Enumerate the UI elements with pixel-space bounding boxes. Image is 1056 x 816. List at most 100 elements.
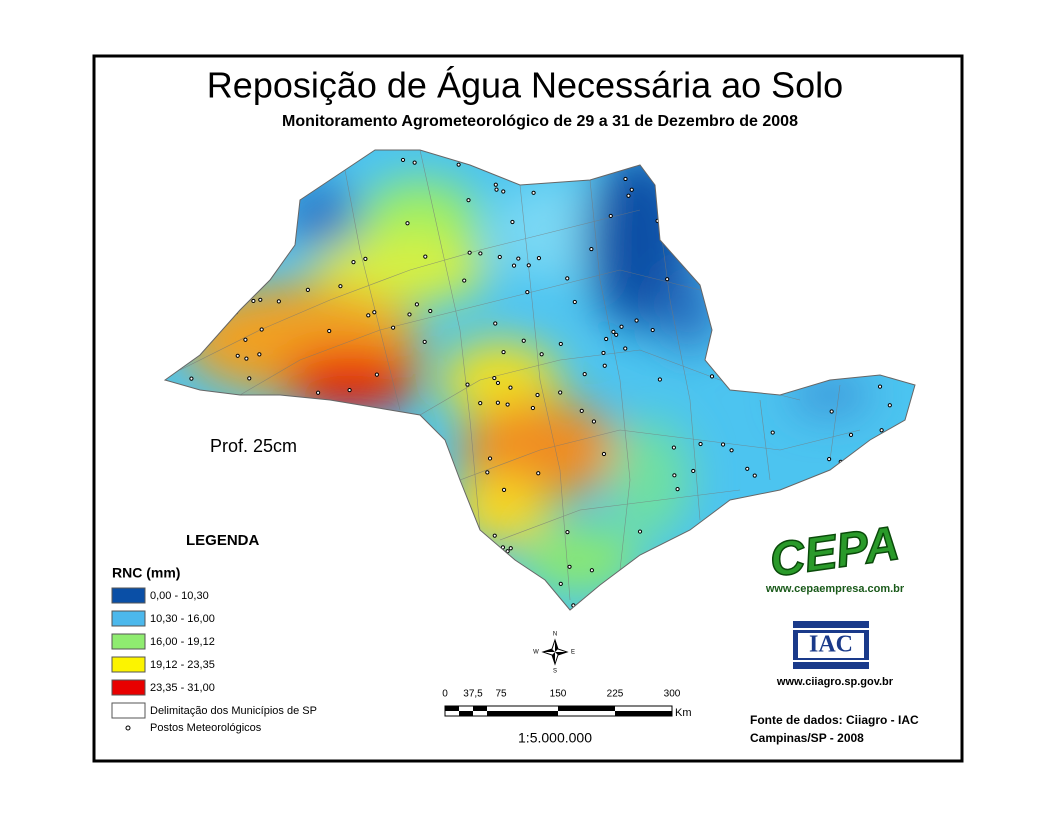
station-dot: [671, 445, 676, 450]
station-dot: [422, 339, 427, 344]
station-dot: [478, 251, 483, 256]
station-dot: [608, 213, 613, 219]
station-dot: [257, 352, 262, 357]
station-dot: [565, 530, 570, 535]
scale-unit: Km: [675, 707, 692, 719]
station-dot: [508, 546, 513, 551]
legend-swatch: [111, 702, 146, 719]
station-dot: [601, 451, 607, 457]
station-dot: [478, 401, 483, 406]
station-dot: [829, 409, 834, 414]
legend-swatch: [111, 679, 146, 696]
legend-label: Postos Meteorológicos: [150, 722, 262, 734]
station-dot: [466, 198, 471, 203]
station-dot: [366, 313, 371, 318]
scale-tick-label: 75: [495, 689, 507, 700]
legend-label: 19,12 - 23,35: [150, 659, 215, 671]
scale-tick-label: 150: [550, 689, 567, 700]
station-dot: [589, 246, 594, 252]
legend-title: LEGENDA: [186, 532, 260, 549]
station-dot: [525, 289, 530, 295]
station-dot: [244, 356, 249, 361]
station-dot: [589, 568, 594, 573]
station-dot: [505, 549, 510, 554]
station-dot: [259, 327, 264, 332]
station-dot: [374, 372, 379, 377]
station-dot: [572, 299, 577, 305]
station-dot: [698, 441, 703, 447]
station-dot: [634, 318, 639, 323]
station-dot: [493, 321, 498, 326]
station-dot: [752, 473, 757, 478]
station-dot: [315, 390, 321, 395]
station-dot: [675, 487, 680, 492]
compass: N S E W: [533, 632, 575, 675]
station-dot: [877, 384, 883, 389]
station-dot: [428, 308, 433, 314]
station-dot: [305, 287, 310, 292]
station-dot: [614, 332, 619, 337]
station-dot: [189, 376, 194, 381]
station-dot: [276, 299, 281, 304]
station-dot: [235, 353, 240, 358]
compass-w: W: [533, 650, 539, 656]
legend: 0,00 - 10,30 10,30 - 16,00 16,00 - 19,12 19…: [111, 587, 317, 734]
station-dot: [535, 392, 540, 398]
legend-label: 10,30 - 16,00: [150, 613, 215, 625]
station-dot: [327, 328, 332, 334]
station-dot: [565, 276, 570, 281]
station-dot: [500, 545, 506, 550]
station-dot: [497, 254, 502, 260]
station-dot: [372, 310, 377, 315]
compass-e: E: [571, 650, 575, 656]
station-dot: [347, 387, 352, 393]
scale-tick-label: 300: [664, 689, 681, 700]
station-dot: [414, 302, 419, 307]
station-dot: [601, 350, 606, 356]
station-dot: [709, 374, 715, 379]
scale-ratio: 1:5.000.000: [518, 730, 592, 746]
scale-tick-label: 225: [607, 689, 624, 700]
station-dot: [623, 346, 628, 351]
station-dot: [511, 263, 517, 268]
station-dot: [602, 363, 607, 368]
scale-tick-label: 37,5: [463, 689, 483, 700]
station-dot: [619, 324, 624, 329]
iac-url: www.ciiagro.sp.gov.br: [776, 676, 894, 688]
station-dot: [363, 256, 368, 261]
station-dot: [492, 533, 497, 538]
station-dot: [487, 456, 493, 461]
station-dot: [848, 432, 854, 437]
legend-swatch: [111, 587, 146, 604]
iac-logo: IAC: [793, 621, 869, 669]
legend-swatch: [111, 610, 146, 627]
station-dot: [462, 278, 467, 283]
legend-swatch: [111, 633, 146, 650]
legend-label: 23,35 - 31,00: [150, 682, 215, 694]
station-dot: [510, 219, 515, 225]
station-dot: [247, 376, 252, 381]
station-dot: [516, 256, 521, 261]
station-dot: [579, 408, 584, 413]
station-dot: [536, 471, 541, 476]
station-dot: [629, 187, 634, 192]
station-dot: [536, 256, 542, 261]
source-line: Campinas/SP - 2008: [750, 731, 864, 745]
legend-label: 0,00 - 10,30: [150, 590, 209, 602]
station-dot: [494, 187, 499, 192]
station-dot: [465, 382, 470, 387]
station-dot: [626, 193, 631, 198]
station-dot: [505, 402, 510, 407]
station-dot: [582, 372, 587, 377]
depth-label: Prof. 25cm: [210, 436, 297, 456]
station-dot: [501, 487, 507, 492]
subtitle: Monitoramento Agrometeorológico de 29 a …: [282, 113, 798, 130]
station-dot: [745, 466, 750, 471]
station-dot: [672, 473, 677, 478]
station-dot: [400, 157, 406, 163]
station-dot: [495, 380, 501, 386]
station-dot: [591, 419, 597, 424]
station-dot: [558, 341, 563, 347]
station-dot: [391, 325, 396, 330]
